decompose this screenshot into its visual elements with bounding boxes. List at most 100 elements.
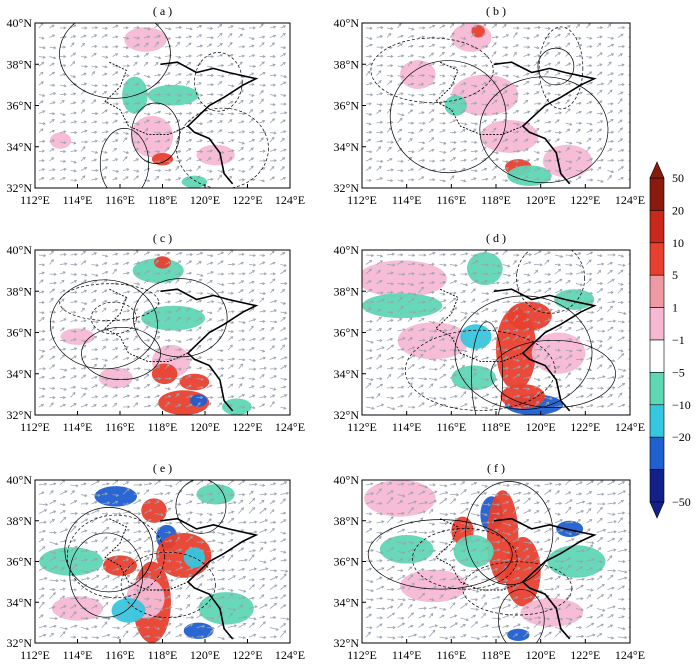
wind-arrowhead [453,74,457,79]
wind-arrowhead [230,364,234,368]
wind-vector [607,480,615,486]
wind-vector [38,160,45,162]
y-tick-label: 40°N [7,243,33,257]
wind-arrowhead [456,493,460,497]
wind-vector [80,355,87,360]
wind-arrowhead [568,491,572,495]
wind-vector [502,319,508,322]
wind-vector [101,254,108,257]
wind-arrowhead [621,329,625,333]
wind-arrowhead [588,507,592,511]
wind-vector [544,63,551,67]
wind-arrowhead [115,53,119,57]
wind-arrowhead [390,120,394,124]
wind-vector [49,92,56,95]
wind-arrowhead [219,23,223,27]
wind-vector [512,271,518,275]
wind-vector [628,300,630,303]
wind-arrowhead [168,130,172,134]
wind-arrowhead [600,318,604,321]
wind-arrowhead [472,298,476,302]
wind-arrowhead [516,253,520,257]
shading-blob [451,74,519,116]
wind-vector [38,625,47,628]
wind-vector [386,406,395,410]
wind-vector [101,289,107,294]
wind-arrowhead [155,61,159,65]
wind-arrowhead [40,556,44,560]
wind-arrowhead [284,481,288,485]
wind-vector [607,520,617,524]
wind-arrowhead [51,288,56,292]
wind-arrowhead [578,289,582,292]
wind-arrowhead [169,521,173,525]
wind-vector [617,560,625,563]
wind-vector [512,315,519,322]
wind-vector [248,584,255,590]
wind-arrowhead [42,263,46,267]
wind-arrowhead [252,26,257,30]
wind-arrowhead [117,635,121,640]
wind-arrowhead [82,175,86,179]
wind-arrowhead [557,309,561,313]
wind-vector [365,37,373,40]
wind-vector [512,178,519,181]
wind-arrowhead [526,327,530,331]
wind-arrowhead [391,547,395,551]
wind-arrowhead [188,573,192,577]
wind-vector [154,627,160,630]
wind-vector [280,498,286,505]
wind-vector [122,630,129,638]
x-tick-label: 116°E [105,648,135,662]
wind-vector [397,179,404,182]
wind-arrowhead [147,625,151,630]
wind-arrowhead [252,497,256,501]
wind-arrowhead [453,384,457,388]
wind-arrowhead [93,404,97,407]
wind-arrowhead [199,613,203,617]
wind-arrowhead [63,347,67,351]
wind-vector [112,253,118,256]
wind-vector [91,569,99,571]
wind-vector [607,513,615,516]
wind-vector [70,160,77,164]
wind-arrowhead [589,36,593,40]
wind-vector [502,250,508,256]
wind-arrowhead [252,270,256,274]
wind-arrowhead [220,260,224,264]
wind-vector [154,598,162,601]
wind-vector [491,80,497,86]
wind-vector [122,310,130,313]
wind-arrowhead [524,166,528,170]
wind-vector [70,625,77,628]
wind-arrowhead [253,617,257,621]
wind-vector [512,373,520,379]
wind-vector [91,626,97,628]
wind-vector [449,147,456,152]
wind-vector [428,291,435,294]
wind-vector [59,387,67,391]
wind-vector [365,492,374,495]
wind-vector [238,131,245,133]
wind-vector [418,549,425,552]
wind-arrowhead [53,310,57,314]
wind-vector [38,557,44,562]
wind-vector [259,508,267,514]
shading-blob [179,373,210,391]
wind-arrowhead [379,103,383,107]
wind-arrowhead [232,262,236,266]
wind-arrowhead [463,36,467,40]
wind-arrowhead [83,34,87,38]
wind-arrowhead [442,568,446,572]
wind-arrowhead [138,530,142,534]
wind-arrowhead [72,61,76,65]
wind-vector [185,27,193,30]
wind-arrowhead [61,298,65,302]
wind-arrowhead [526,36,530,40]
wind-arrowhead [422,158,426,162]
wind-arrowhead [126,36,130,40]
wind-vector [565,99,570,105]
wind-arrowhead [74,563,78,567]
wind-vector [575,283,583,286]
wind-arrowhead [516,122,520,126]
